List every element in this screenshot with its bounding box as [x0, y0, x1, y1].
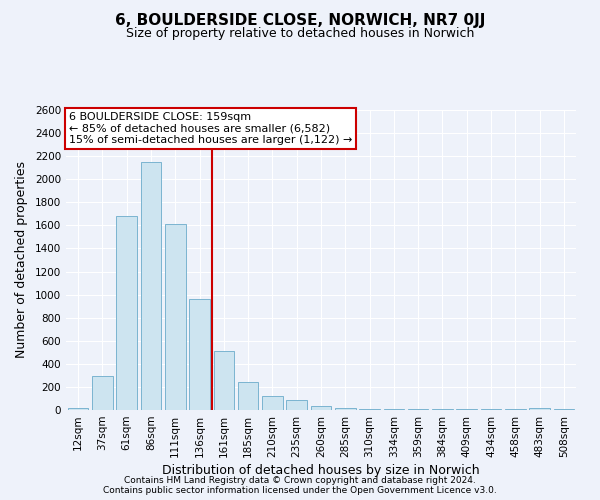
- Text: Size of property relative to detached houses in Norwich: Size of property relative to detached ho…: [126, 28, 474, 40]
- Bar: [554, 409, 574, 410]
- Bar: [214, 351, 234, 410]
- Bar: [116, 216, 137, 410]
- Bar: [359, 408, 380, 410]
- Bar: [68, 408, 88, 410]
- Bar: [140, 162, 161, 410]
- Text: Contains HM Land Registry data © Crown copyright and database right 2024.: Contains HM Land Registry data © Crown c…: [124, 476, 476, 485]
- Bar: [286, 400, 307, 410]
- Bar: [262, 396, 283, 410]
- Text: Contains public sector information licensed under the Open Government Licence v3: Contains public sector information licen…: [103, 486, 497, 495]
- Bar: [189, 299, 210, 410]
- Bar: [408, 409, 428, 410]
- Y-axis label: Number of detached properties: Number of detached properties: [15, 162, 28, 358]
- Bar: [311, 406, 331, 410]
- Bar: [383, 409, 404, 410]
- Bar: [529, 408, 550, 410]
- Bar: [92, 376, 113, 410]
- Text: 6 BOULDERSIDE CLOSE: 159sqm
← 85% of detached houses are smaller (6,582)
15% of : 6 BOULDERSIDE CLOSE: 159sqm ← 85% of det…: [68, 112, 352, 144]
- Text: 6, BOULDERSIDE CLOSE, NORWICH, NR7 0JJ: 6, BOULDERSIDE CLOSE, NORWICH, NR7 0JJ: [115, 12, 485, 28]
- Bar: [165, 224, 185, 410]
- Bar: [238, 382, 259, 410]
- X-axis label: Distribution of detached houses by size in Norwich: Distribution of detached houses by size …: [162, 464, 480, 477]
- Bar: [335, 408, 356, 410]
